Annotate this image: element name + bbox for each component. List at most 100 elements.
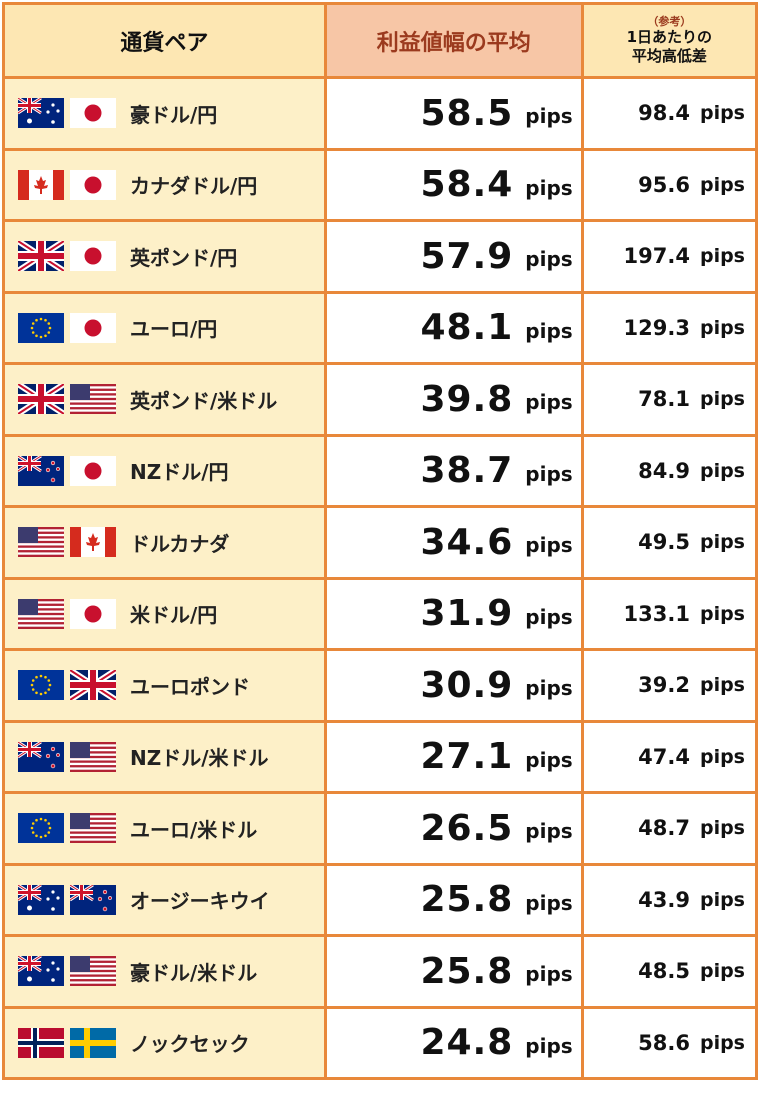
pair-name: 豪ドル/米ドル: [130, 960, 258, 985]
table-row: NZドル/米ドル 27.1 pips 47.4 pips: [5, 722, 758, 794]
table-row: 米ドル/円 31.9 pips 133.1 pips: [5, 579, 758, 651]
average-value: 34.6: [420, 521, 514, 563]
average-unit: pips: [525, 1033, 573, 1058]
average-cell: 58.5 pips: [326, 79, 584, 151]
header-range: （参考） 1日あたりの 平均高低差: [583, 5, 758, 79]
range-cell: 129.3 pips: [583, 293, 758, 365]
range-unit: pips: [699, 531, 745, 554]
average-cell: 25.8 pips: [326, 937, 584, 1009]
table-header-row: 通貨ペア 利益値幅の平均 （参考） 1日あたりの 平均高低差: [5, 5, 758, 79]
eu-flag-icon: [18, 670, 64, 701]
table-row: ユーロ/円 48.1 pips 129.3 pips: [5, 293, 758, 365]
range-unit: pips: [699, 173, 745, 196]
pair-name: 英ポンド/円: [130, 245, 238, 270]
range-cell: 58.6 pips: [583, 1008, 758, 1080]
average-cell: 38.7 pips: [326, 436, 584, 508]
japan-flag-icon: [70, 169, 116, 200]
average-unit: pips: [525, 318, 573, 343]
range-cell: 197.4 pips: [583, 222, 758, 294]
range-unit: pips: [699, 1031, 745, 1054]
range-cell: 78.1 pips: [583, 365, 758, 437]
average-cell: 48.1 pips: [326, 293, 584, 365]
usa-flag-icon: [18, 527, 64, 558]
usa-flag-icon: [70, 956, 116, 987]
average-unit: pips: [525, 890, 573, 915]
japan-flag-icon: [70, 241, 116, 272]
range-cell: 95.6 pips: [583, 150, 758, 222]
average-cell: 30.9 pips: [326, 651, 584, 723]
average-unit: pips: [525, 819, 573, 844]
average-unit: pips: [525, 461, 573, 486]
range-value: 43.9: [638, 887, 690, 912]
average-value: 27.1: [420, 736, 514, 778]
header-range-line1: 1日あたりの: [626, 28, 713, 46]
range-cell: 48.5 pips: [583, 937, 758, 1009]
header-pair: 通貨ペア: [5, 5, 327, 79]
range-unit: pips: [699, 388, 745, 411]
pair-cell: 英ポンド/円: [5, 222, 327, 294]
average-unit: pips: [525, 390, 573, 415]
average-cell: 39.8 pips: [326, 365, 584, 437]
average-cell: 26.5 pips: [326, 794, 584, 866]
table-row: ユーロポンド 30.9 pips 39.2 pips: [5, 651, 758, 723]
range-cell: 98.4 pips: [583, 79, 758, 151]
table-row: ノックセック 24.8 pips 58.6 pips: [5, 1008, 758, 1080]
new-zealand-flag-icon: [70, 884, 116, 915]
range-unit: pips: [699, 817, 745, 840]
range-value: 95.6: [638, 172, 690, 197]
pair-cell: 英ポンド/米ドル: [5, 365, 327, 437]
table-row: 豪ドル/円 58.5 pips 98.4 pips: [5, 79, 758, 151]
range-cell: 84.9 pips: [583, 436, 758, 508]
average-value: 58.5: [420, 92, 514, 134]
flag-pair: [18, 241, 116, 272]
average-cell: 34.6 pips: [326, 508, 584, 580]
header-average: 利益値幅の平均: [326, 5, 584, 79]
eu-flag-icon: [18, 813, 64, 844]
australia-flag-icon: [18, 98, 64, 129]
pair-cell: 豪ドル/円: [5, 79, 327, 151]
range-unit: pips: [699, 245, 745, 268]
table-row: ユーロ/米ドル 26.5 pips 48.7 pips: [5, 794, 758, 866]
new-zealand-flag-icon: [18, 455, 64, 486]
range-value: 48.7: [638, 816, 690, 841]
average-unit: pips: [525, 676, 573, 701]
pair-cell: ドルカナダ: [5, 508, 327, 580]
usa-flag-icon: [70, 384, 116, 415]
table-row: 英ポンド/円 57.9 pips 197.4 pips: [5, 222, 758, 294]
uk-flag-icon: [18, 384, 64, 415]
eu-flag-icon: [18, 312, 64, 343]
pair-cell: ユーロ/円: [5, 293, 327, 365]
uk-flag-icon: [18, 241, 64, 272]
flag-pair: [18, 884, 116, 915]
range-value: 58.6: [638, 1030, 690, 1055]
pair-name: 英ポンド/米ドル: [130, 388, 278, 413]
usa-flag-icon: [70, 813, 116, 844]
range-value: 129.3: [623, 315, 690, 340]
average-value: 26.5: [420, 807, 514, 849]
range-cell: 49.5 pips: [583, 508, 758, 580]
flag-pair: [18, 98, 116, 129]
header-range-reference: （参考）: [647, 15, 692, 28]
flag-pair: [18, 527, 116, 558]
range-unit: pips: [699, 960, 745, 983]
pair-name: 豪ドル/円: [130, 102, 218, 127]
range-value: 98.4: [638, 101, 690, 126]
average-unit: pips: [525, 962, 573, 987]
average-unit: pips: [525, 104, 573, 129]
average-unit: pips: [525, 604, 573, 629]
japan-flag-icon: [70, 312, 116, 343]
average-value: 57.9: [420, 235, 514, 277]
norway-flag-icon: [18, 1027, 64, 1058]
flag-pair: [18, 956, 116, 987]
japan-flag-icon: [70, 98, 116, 129]
range-unit: pips: [699, 888, 745, 911]
australia-flag-icon: [18, 956, 64, 987]
average-cell: 58.4 pips: [326, 150, 584, 222]
average-value: 25.8: [420, 950, 514, 992]
average-value: 24.8: [420, 1022, 514, 1064]
range-unit: pips: [699, 745, 745, 768]
pair-cell: NZドル/円: [5, 436, 327, 508]
average-value: 38.7: [420, 450, 514, 492]
pair-name: オージーキウイ: [130, 889, 270, 914]
average-value: 30.9: [420, 664, 514, 706]
